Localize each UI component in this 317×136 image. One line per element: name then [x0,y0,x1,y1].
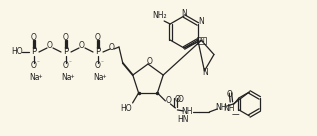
Text: P: P [31,47,36,56]
Text: O: O [147,56,153,66]
Text: HO: HO [120,104,132,113]
Text: O: O [95,33,101,41]
Text: Na: Na [61,73,71,83]
Text: +: + [38,73,42,78]
Text: O: O [109,42,115,52]
Text: N: N [181,8,187,18]
Text: Na: Na [93,73,103,83]
Text: O: O [63,61,69,70]
Text: Na: Na [29,73,39,83]
Text: N: N [203,68,208,77]
Text: ⁻: ⁻ [68,61,71,67]
Text: NH: NH [223,104,235,113]
Text: ⁻: ⁻ [36,61,39,67]
Text: +: + [102,73,107,78]
Text: O: O [79,41,85,50]
Text: P: P [63,47,68,56]
Text: HN: HN [178,115,189,124]
Text: P: P [95,47,100,56]
Text: O: O [178,95,183,104]
Text: O: O [226,90,232,99]
Text: ⁻: ⁻ [100,61,103,67]
Text: HO: HO [11,47,23,56]
Text: O: O [31,61,37,70]
Text: NH: NH [182,107,193,116]
Text: NH: NH [216,103,227,112]
Text: O: O [47,41,53,50]
Text: O: O [31,33,37,41]
FancyBboxPatch shape [197,37,206,44]
Text: N: N [198,18,204,27]
Text: NH₂: NH₂ [152,12,166,21]
Text: O: O [174,95,180,104]
Text: —: — [231,110,239,119]
Text: +: + [70,73,74,78]
Text: O: O [95,61,101,70]
Text: O: O [165,96,171,105]
Text: N: N [199,38,204,43]
Text: O: O [63,33,69,41]
